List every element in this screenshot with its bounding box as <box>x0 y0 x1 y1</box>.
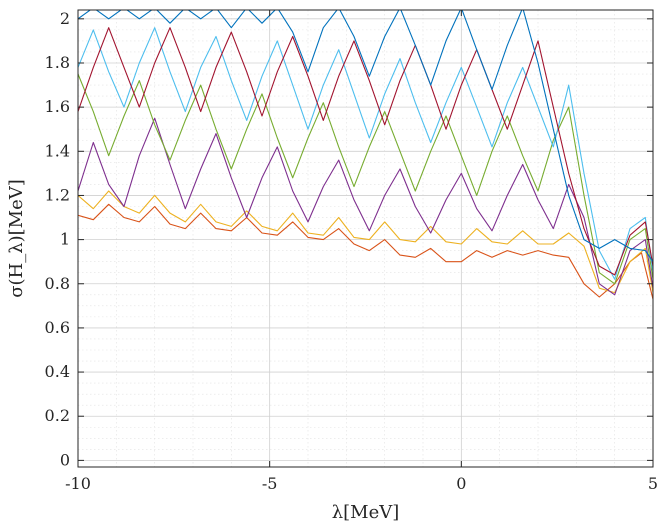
y-tick-label: 0.6 <box>45 318 70 337</box>
series-group <box>78 10 653 300</box>
plot-area <box>78 10 653 300</box>
grid <box>77 10 654 467</box>
x-tick-label: -10 <box>65 474 91 493</box>
y-tick-label: 1 <box>60 230 70 249</box>
y-tick-label: 1.4 <box>45 141 70 160</box>
series-line-2 <box>78 117 653 296</box>
y-tick-label: 1.2 <box>45 185 70 204</box>
y-tick-label: 0.2 <box>45 406 70 425</box>
series-line-6 <box>78 10 653 263</box>
x-tick-label: 0 <box>456 474 466 493</box>
y-tick-label: 0.8 <box>45 274 70 293</box>
series-line-4 <box>78 27 653 280</box>
x-axis-label: λ[MeV] <box>332 502 400 523</box>
series-line-1 <box>78 190 653 294</box>
series-line-5 <box>78 27 653 276</box>
y-tick-label: 0 <box>60 450 70 469</box>
axes-box <box>77 9 654 468</box>
y-tick-label: 0.4 <box>45 362 70 381</box>
y-tick-label: 1.8 <box>45 53 70 72</box>
series-line-0 <box>78 203 653 300</box>
y-tick-label: 2 <box>60 9 70 28</box>
axis-ticks: -10 -5 0 5 0 0.2 0.4 0.6 0.8 1 1.2 1.4 1.6 1.8 2 <box>45 9 659 493</box>
x-tick-label: -5 <box>262 474 278 493</box>
y-tick-label: 1.6 <box>45 97 70 116</box>
series-line-3 <box>78 73 653 285</box>
y-axis-label: σ(H_λ)[MeV] <box>6 179 27 298</box>
x-tick-label: 5 <box>648 474 658 493</box>
